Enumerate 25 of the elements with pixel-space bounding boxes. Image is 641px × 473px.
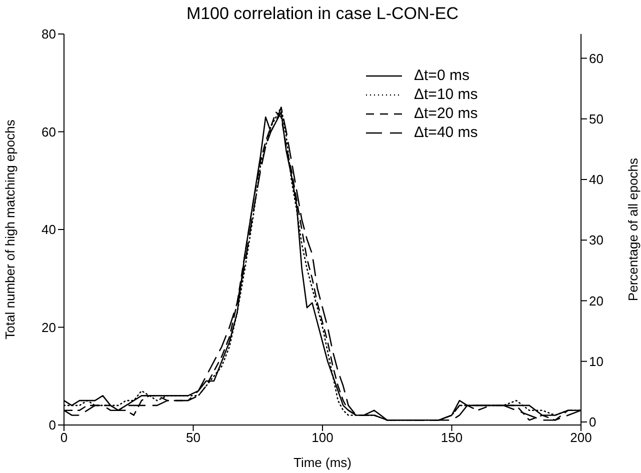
y2-tick-label: 10 — [589, 354, 604, 369]
x-tick-label: 50 — [186, 430, 200, 446]
x-tick-label: 200 — [570, 430, 592, 446]
y-tick-label: 40 — [42, 222, 56, 238]
y2-tick-label: 20 — [589, 293, 604, 308]
legend-label: Δt=20 ms — [414, 105, 478, 122]
y2-tick-label: 0 — [589, 414, 596, 430]
chart-title: M100 correlation in case L-CON-EC — [185, 4, 460, 24]
x-tick-label: 150 — [440, 430, 463, 446]
legend-label: Δt=40 ms — [414, 124, 478, 141]
x-axis-title: Time (ms) — [293, 455, 352, 470]
x-tick-label: 100 — [312, 430, 334, 446]
y2-tick-label: 40 — [589, 172, 604, 188]
legend-label: Δt=0 ms — [414, 67, 470, 84]
legend-label: Δt=10 ms — [414, 86, 478, 103]
y-tick-label: 20 — [42, 320, 56, 335]
x-tick-label: 0 — [60, 430, 68, 446]
y-tick-label: 0 — [48, 418, 56, 433]
y2-axis-title: Percentage of all epochs — [626, 157, 641, 302]
y-tick-label: 80 — [42, 26, 56, 42]
y-tick-label: 60 — [42, 124, 56, 140]
y2-tick-label: 30 — [589, 232, 604, 248]
y2-tick-label: 60 — [589, 50, 604, 66]
y2-tick-label: 50 — [589, 111, 604, 126]
y-axis-title: Total number of high matching epochs — [2, 119, 18, 340]
